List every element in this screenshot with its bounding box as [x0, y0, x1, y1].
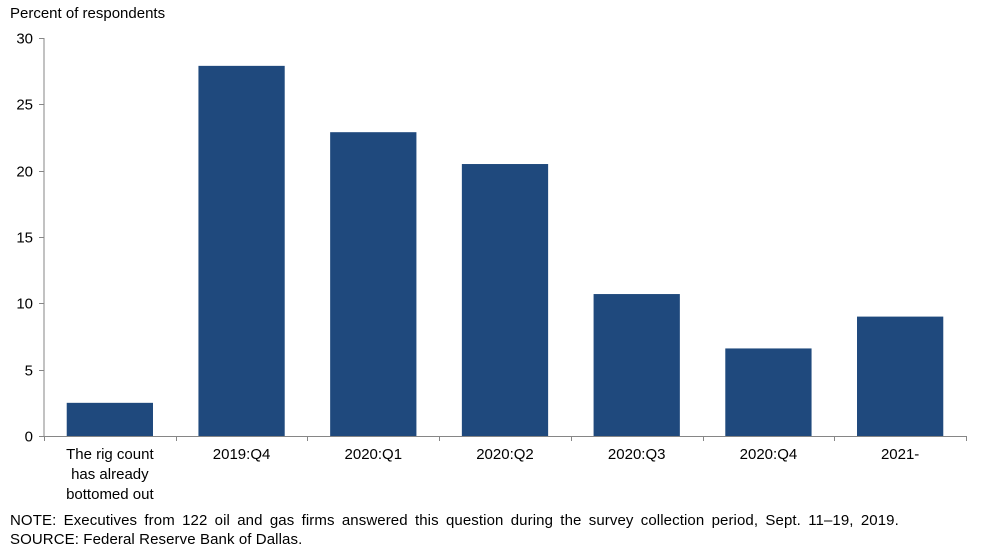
y-tick-label-1: 5 — [25, 363, 33, 380]
x-tick-label-2: 2020:Q1 — [345, 446, 403, 463]
x-tick-label-5: 2020:Q4 — [740, 446, 798, 463]
bar-1 — [198, 65, 285, 437]
chart-source: SOURCE: Federal Reserve Bank of Dallas. — [10, 531, 303, 548]
bar-2 — [330, 132, 417, 436]
chart-note: NOTE: Executives from 122 oil and gas fi… — [10, 512, 899, 529]
bar-6 — [857, 316, 944, 436]
axes-group — [39, 38, 967, 441]
x-tick-label-4: 2020:Q3 — [608, 446, 666, 463]
y-tick-label-0: 0 — [25, 429, 33, 446]
x-tick-label-0: The rig count has already bottomed out — [66, 446, 154, 503]
bar-5 — [725, 348, 812, 436]
bar-3 — [461, 164, 549, 436]
bars-group — [66, 65, 944, 437]
y-tick-label-4: 20 — [16, 164, 33, 181]
y-tick-label-5: 25 — [16, 97, 33, 114]
x-tick-label-6: 2021- — [881, 446, 919, 463]
x-tick-label-3: 2020:Q2 — [476, 446, 534, 463]
bar-4 — [593, 294, 680, 436]
bar-0 — [66, 402, 153, 436]
y-tick-label-2: 10 — [16, 296, 33, 313]
x-tick-label-1: 2019:Q4 — [213, 446, 271, 463]
y-tick-label-3: 15 — [16, 230, 33, 247]
y-axis-label: Percent of respondents — [10, 5, 166, 22]
tick-labels-group: 0 5 10 15 20 25 30 The rig count has already bott… — [16, 31, 919, 504]
y-tick-label-6: 30 — [16, 31, 33, 48]
